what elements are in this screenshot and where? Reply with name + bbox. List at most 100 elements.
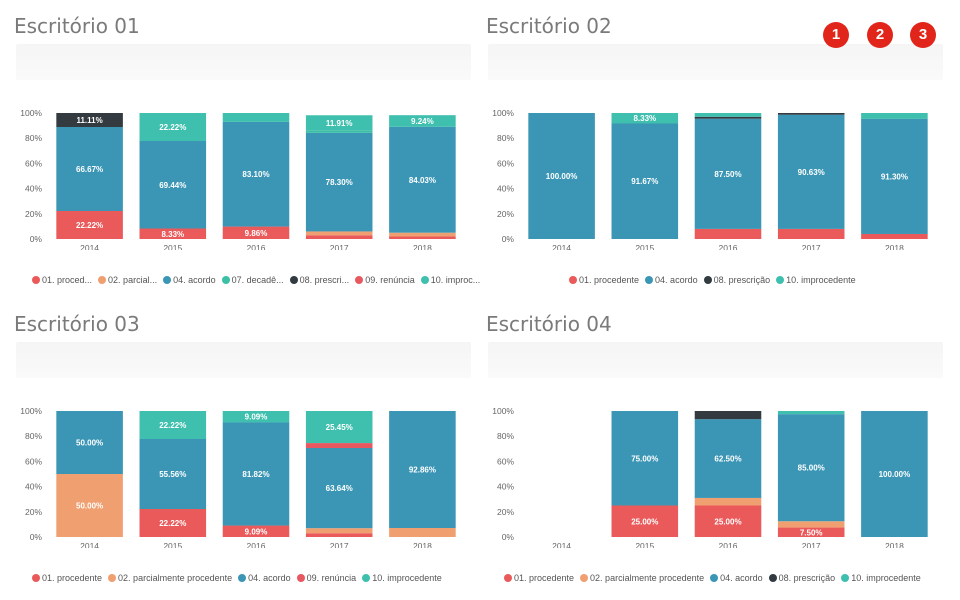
legend-item[interactable]: 09. renúncia <box>296 573 356 583</box>
legend-item[interactable]: 10. improc... <box>420 275 480 285</box>
bar-segment <box>222 422 290 526</box>
bar-segment <box>305 115 373 131</box>
bar-segment <box>777 521 845 528</box>
legend-item[interactable]: 07. decadê... <box>221 275 284 285</box>
bar-segment <box>305 231 373 236</box>
bar-segment <box>694 228 762 239</box>
legend-item[interactable]: 04. acordo <box>710 573 763 583</box>
bar-segment <box>777 414 845 522</box>
bar-segment <box>305 132 373 232</box>
x-tick-label: 2018 <box>413 243 432 250</box>
stacked-bar-chart: 0% 20% 40% 60% 80% 100% 22.22% 66.67% 11.11% 2014… <box>20 108 456 250</box>
legend-item[interactable]: 04. acordo <box>238 573 291 583</box>
legend-dot-icon <box>32 574 40 582</box>
legend-label: 01. procedente <box>42 573 103 583</box>
legend-item[interactable]: 02. parcial... <box>98 275 157 285</box>
data-label: 9.24% <box>411 117 434 126</box>
legend-item[interactable]: 02. parcialmente procedente <box>108 573 232 583</box>
legend-item[interactable]: 04. acordo <box>163 275 216 285</box>
legend: 01. procedente 02. parcialmente procedent… <box>32 573 448 583</box>
legend-dot-icon <box>710 574 719 582</box>
x-tick-label: 2017 <box>802 243 821 250</box>
x-tick-label: 2015 <box>163 243 182 250</box>
panel-escritorio-02: Escritório 02 0% 20% 40% 60% 80% 100% 100.00% 2… <box>484 10 954 295</box>
legend-dot-icon <box>163 276 172 284</box>
legend: 01. proced... 02. parcial... 04. acordo 07.… <box>32 275 486 285</box>
bar-segment <box>389 126 456 233</box>
data-label: 66.67% <box>76 165 103 174</box>
x-tick-label: 2018 <box>885 243 904 250</box>
legend-item[interactable]: 10. improcedente <box>776 275 856 285</box>
bar-segment <box>389 528 456 537</box>
legend-label: 08. prescri... <box>299 275 350 285</box>
legend-item[interactable]: 04. acordo <box>645 275 698 285</box>
data-label: 8.33% <box>633 114 656 123</box>
x-tick-label: 2018 <box>885 541 904 548</box>
marker-1: 1 <box>823 22 849 48</box>
data-label: 78.30% <box>326 178 353 187</box>
data-label: 50.00% <box>76 502 103 511</box>
legend-dot-icon <box>32 276 40 284</box>
x-tick-label: 2014 <box>80 541 99 548</box>
stacked-bar-chart: 0% 20% 40% 60% 80% 100% 2014 25.00% 75.00% 2015 25… <box>492 406 928 548</box>
legend-item[interactable]: 10. improcedente <box>841 573 921 583</box>
bar-segment <box>611 411 679 506</box>
bar-segment <box>777 114 845 229</box>
legend-label: 10. improcedente <box>372 573 442 583</box>
legend-dot-icon <box>98 276 107 284</box>
data-label: 55.56% <box>159 470 186 479</box>
legend-item[interactable]: 02. parcialmente procedente <box>580 573 704 583</box>
bar-segment <box>305 235 373 239</box>
data-label: 22.22% <box>159 421 186 430</box>
bar-segment <box>56 411 123 474</box>
legend-item[interactable]: 09. renúncia <box>355 275 415 285</box>
legend-label: 02. parcialmente procedente <box>118 573 233 583</box>
x-tick-label: 2018 <box>413 541 432 548</box>
bar-segment <box>305 130 373 133</box>
legend-label: 04. acordo <box>655 275 698 285</box>
legend-item[interactable]: 08. prescri... <box>289 275 350 285</box>
data-label: 11.91% <box>326 119 353 128</box>
bar-segment <box>305 447 373 529</box>
bar-segment <box>389 236 456 239</box>
legend-item[interactable]: 10. improcedente <box>362 573 442 583</box>
legend-label: 04. acordo <box>248 573 291 583</box>
legend-item[interactable]: 01. proced... <box>32 275 92 285</box>
y-tick-label: 80% <box>25 431 42 441</box>
panel-title: Escritório 01 <box>14 14 140 38</box>
legend-item[interactable]: 01. procedente <box>32 573 102 583</box>
bar-segment <box>139 141 207 229</box>
bar-segment <box>305 443 373 448</box>
y-tick-label: 40% <box>25 184 42 194</box>
data-label: 8.33% <box>161 230 184 239</box>
data-label: 63.64% <box>326 484 353 493</box>
bar-segment <box>139 113 207 142</box>
data-label: 9.86% <box>245 229 268 238</box>
legend-item[interactable]: 08. prescrição <box>768 573 835 583</box>
blurred-subtitle <box>16 342 471 378</box>
data-label: 22.22% <box>159 123 186 132</box>
data-label: 25.45% <box>326 423 353 432</box>
legend-item[interactable]: 01. procedente <box>504 573 574 583</box>
legend-label: 04. acordo <box>720 573 763 583</box>
bar-segment <box>305 533 373 537</box>
marker-3: 3 <box>910 22 936 48</box>
bar-segment <box>139 228 207 239</box>
data-label: 100.00% <box>546 172 578 181</box>
data-label: 22.22% <box>76 221 103 230</box>
legend-label: 10. improcedente <box>851 573 921 583</box>
y-tick-label: 100% <box>492 406 514 416</box>
legend-dot-icon <box>841 574 850 582</box>
y-tick-label: 40% <box>497 482 514 492</box>
bar-segment <box>222 121 290 227</box>
bar-segment <box>528 113 595 239</box>
legend-item[interactable]: 08. prescrição <box>703 275 770 285</box>
bar-segment <box>222 113 290 122</box>
y-tick-label: 60% <box>25 456 42 466</box>
legend-label: 01. procedente <box>514 573 575 583</box>
y-tick-label: 20% <box>25 209 42 219</box>
blurred-subtitle <box>488 44 943 80</box>
data-label: 50.00% <box>76 439 103 448</box>
bar-segment <box>611 505 679 537</box>
legend-item[interactable]: 01. procedente <box>569 275 639 285</box>
